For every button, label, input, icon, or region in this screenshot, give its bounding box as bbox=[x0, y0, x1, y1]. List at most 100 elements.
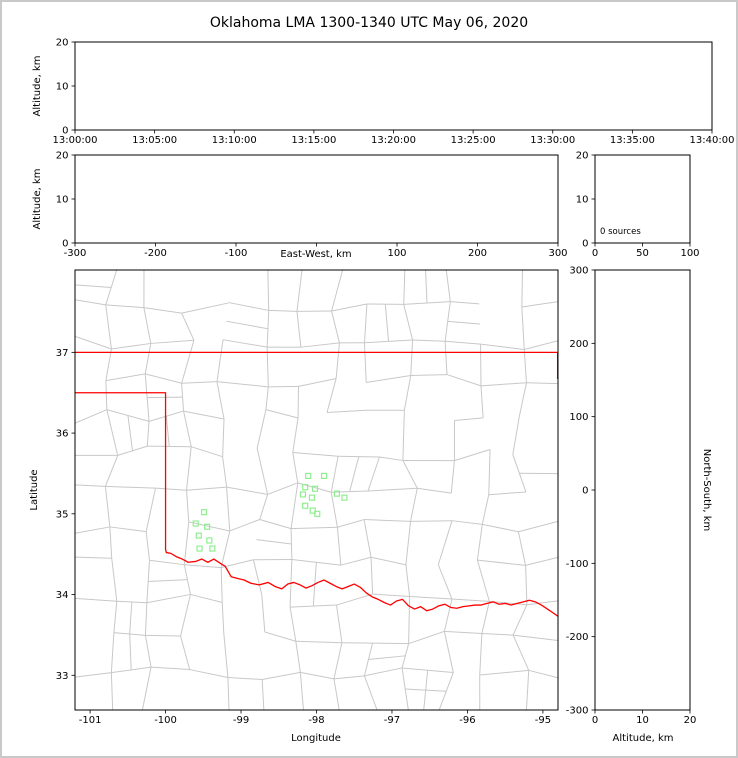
county-line bbox=[512, 416, 520, 455]
latitude-tick-label: 33 bbox=[56, 671, 69, 682]
county-line bbox=[292, 417, 299, 453]
county-line bbox=[155, 487, 187, 491]
county-line bbox=[190, 593, 223, 603]
county-line bbox=[368, 655, 406, 660]
county-line bbox=[256, 409, 267, 449]
county-line bbox=[180, 635, 191, 670]
lma-station-marker bbox=[311, 485, 319, 492]
map-panel-content bbox=[75, 270, 558, 710]
county-line bbox=[229, 519, 260, 532]
county-line bbox=[326, 378, 337, 413]
county-line bbox=[363, 519, 372, 558]
county-line bbox=[410, 374, 448, 376]
county-line bbox=[524, 340, 558, 350]
county-line bbox=[105, 304, 144, 309]
county-line bbox=[216, 339, 224, 382]
county-line bbox=[331, 270, 344, 312]
ew-tick-label: -300 bbox=[64, 248, 87, 259]
time-tick-label: 13:30:00 bbox=[530, 135, 575, 146]
county-line bbox=[75, 672, 112, 678]
count-tick-label: 100 bbox=[680, 248, 699, 259]
county-line bbox=[525, 670, 530, 710]
county-line bbox=[267, 270, 270, 311]
longitude-tick-label: -101 bbox=[79, 715, 102, 726]
county-line bbox=[512, 604, 528, 636]
longitude-tick-label: -97 bbox=[384, 715, 400, 726]
county-line bbox=[340, 556, 372, 566]
county-line bbox=[183, 410, 192, 447]
altitude-tick-label: 20 bbox=[56, 38, 69, 49]
county-line bbox=[292, 452, 339, 457]
latitude-tick-label: 36 bbox=[56, 429, 69, 440]
county-line bbox=[367, 487, 418, 492]
county-line bbox=[450, 460, 455, 494]
county-line bbox=[109, 526, 113, 559]
county-line bbox=[480, 385, 484, 418]
county-line bbox=[444, 341, 448, 375]
histogram-panel: 0 50 100 0 10 20 bbox=[576, 151, 700, 260]
ns-tick-label: 300 bbox=[569, 266, 588, 277]
ew-tick-label: 100 bbox=[387, 248, 406, 259]
county-line bbox=[292, 452, 299, 483]
lma-station-marker bbox=[196, 545, 203, 552]
county-line bbox=[526, 382, 558, 385]
longitude-tick-label: -96 bbox=[459, 715, 475, 726]
county-line bbox=[104, 486, 111, 527]
county-line bbox=[410, 339, 414, 376]
county-line bbox=[403, 270, 406, 305]
latitude-tick-label: 35 bbox=[56, 509, 69, 520]
county-line bbox=[326, 409, 367, 413]
county-line bbox=[220, 530, 231, 568]
county-line bbox=[229, 302, 269, 311]
county-line bbox=[447, 320, 480, 325]
county-line bbox=[183, 521, 190, 565]
county-line bbox=[417, 487, 452, 494]
longitude-tick-label: -95 bbox=[535, 715, 551, 726]
county-line bbox=[517, 531, 527, 566]
county-line bbox=[259, 494, 269, 520]
county-line bbox=[145, 488, 157, 532]
county-line bbox=[145, 373, 182, 384]
county-line bbox=[488, 491, 526, 496]
county-line bbox=[143, 307, 152, 344]
lma-station-marker bbox=[192, 520, 199, 527]
county-line bbox=[267, 482, 298, 495]
county-line bbox=[451, 520, 483, 525]
county-line bbox=[261, 679, 265, 710]
county-line bbox=[150, 339, 194, 344]
county-line bbox=[262, 671, 301, 680]
county-line bbox=[265, 386, 269, 410]
map-panel-axes: -101 -100 -99 -98 -97 -96 -95 33 34 35 36 37 bbox=[56, 269, 559, 726]
altitude-tick-label: 0 bbox=[582, 239, 588, 250]
county-line bbox=[403, 375, 412, 411]
lma-station-marker bbox=[314, 510, 321, 517]
county-line bbox=[349, 456, 360, 492]
county-line bbox=[181, 312, 195, 341]
ns-tick-label: 0 bbox=[582, 486, 588, 497]
county-line bbox=[216, 381, 225, 420]
ew-tick-label: 300 bbox=[548, 248, 567, 259]
time-tick-label: 13:40:00 bbox=[690, 135, 735, 146]
altitude-tick-label: 20 bbox=[684, 715, 697, 726]
county-line bbox=[333, 642, 343, 680]
county-line bbox=[144, 635, 152, 668]
county-line bbox=[333, 675, 365, 680]
ns-tick-label: -300 bbox=[566, 706, 589, 717]
county-line bbox=[481, 601, 490, 634]
county-line bbox=[446, 374, 482, 387]
county-line bbox=[226, 486, 268, 495]
lma-station-marker bbox=[203, 523, 211, 530]
time-height-panel: 13:00:00 13:05:00 13:10:00 13:15:00 13:20:00… bbox=[53, 38, 735, 147]
county-line bbox=[165, 416, 170, 447]
county-line bbox=[145, 634, 181, 637]
county-line bbox=[336, 527, 342, 566]
county-line bbox=[335, 342, 340, 379]
altitude-tick-label: 0 bbox=[62, 126, 68, 137]
county-line bbox=[110, 672, 114, 710]
county-line bbox=[444, 301, 451, 342]
county-line bbox=[144, 602, 148, 636]
county-line bbox=[480, 343, 525, 350]
county-line bbox=[330, 492, 338, 528]
ns-panel-xlabel: Altitude, km bbox=[613, 733, 674, 744]
time-tick-label: 13:35:00 bbox=[610, 135, 655, 146]
